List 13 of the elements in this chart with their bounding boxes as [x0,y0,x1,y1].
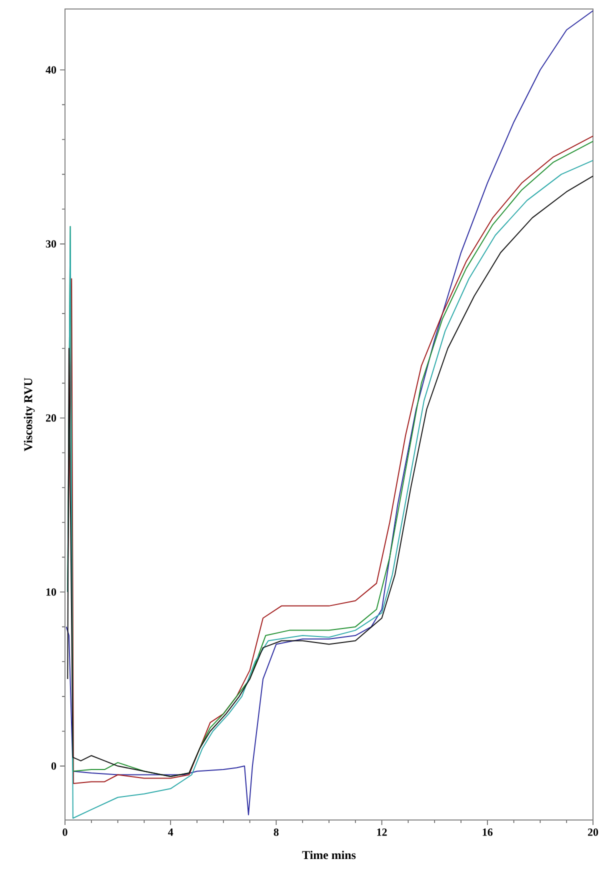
x-tick-label: 12 [377,828,387,836]
x-tick-label: 8 [274,828,279,836]
y-tick-label: 0 [51,762,56,770]
y-tick-label: 10 [46,588,56,596]
x-axis-title: Time mins [302,850,356,860]
y-tick-label: 40 [46,66,56,74]
y-axis-title: Viscosity RVU [24,378,35,452]
x-tick-label: 0 [62,828,68,836]
x-tick-label: 16 [482,828,493,836]
x-tick-label: 20 [588,828,598,836]
x-tick-label: 4 [168,828,174,836]
y-tick-label: 30 [46,240,56,248]
y-tick-label: 20 [46,414,56,422]
